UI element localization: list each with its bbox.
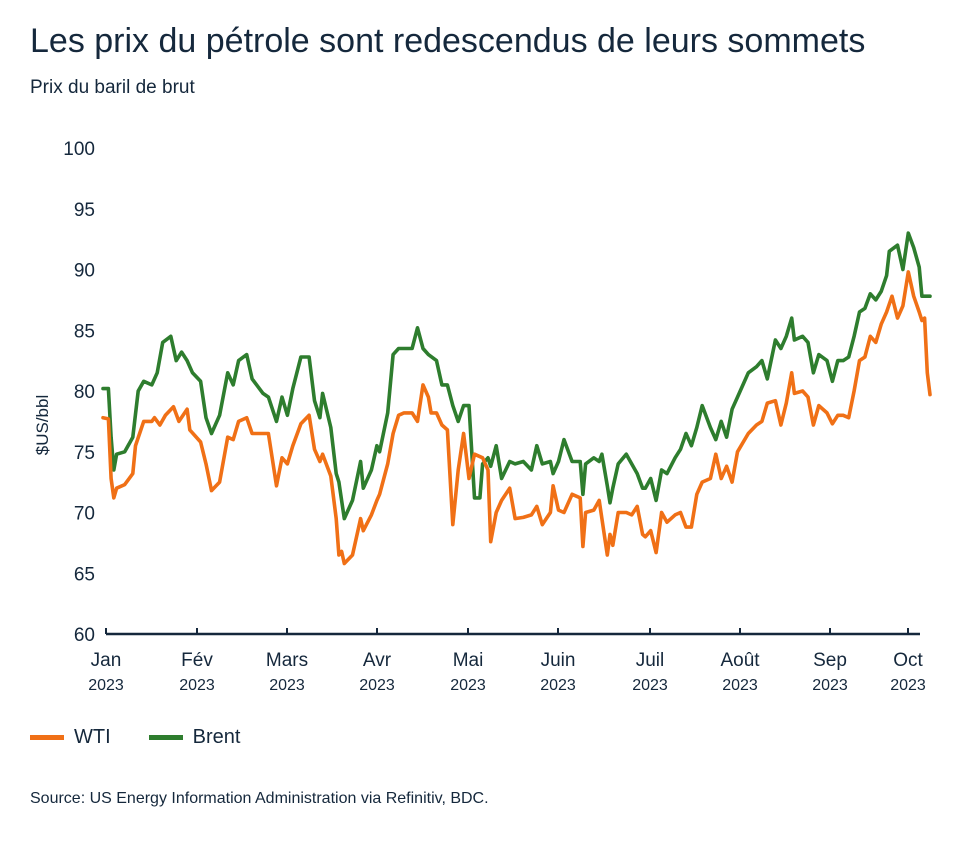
x-tick-year: 2023 [359, 677, 395, 694]
source-note: Source: US Energy Information Administra… [30, 790, 489, 807]
chart-subtitle: Prix du baril de brut [30, 77, 195, 98]
series-line-wti [101, 270, 932, 566]
y-tick-label: 75 [74, 443, 95, 464]
x-tick-year: 2023 [890, 677, 926, 694]
y-axis: 60 65 70 75 80 85 90 95 100 [63, 139, 95, 646]
x-tick-label: Fév [181, 650, 213, 671]
x-tick-label: Mai [453, 650, 484, 671]
x-tick-year: 2023 [540, 677, 576, 694]
x-axis: Jan 2023 Fév 2023 Mars 2023 Avr 2023 Mai 2023 Juin… [88, 628, 926, 694]
x-tick-label: Sep [813, 650, 847, 671]
x-tick-label: Juil [636, 650, 665, 671]
y-tick-label: 70 [74, 504, 95, 525]
legend-swatch-brent [148, 735, 183, 740]
x-tick-label: Oct [893, 650, 923, 671]
y-tick-label: 95 [74, 200, 95, 221]
y-tick-label: 85 [74, 321, 95, 342]
y-tick-label: 100 [63, 139, 95, 160]
legend-label-wti: WTI [74, 726, 111, 748]
legend: WTI Brent [30, 726, 278, 749]
x-tick-label: Mars [266, 650, 308, 671]
x-tick-year: 2023 [812, 677, 848, 694]
legend-item-wti: WTI [30, 726, 111, 749]
y-tick-label: 80 [74, 382, 95, 403]
x-tick-label: Août [720, 650, 760, 671]
x-tick-year: 2023 [269, 677, 305, 694]
legend-item-brent: Brent [148, 726, 241, 749]
y-tick-label: 65 [74, 564, 95, 585]
series-layer [101, 231, 932, 566]
y-tick-label: 90 [74, 261, 95, 282]
x-tick-year: 2023 [179, 677, 215, 694]
x-tick-label: Jan [91, 650, 122, 671]
chart-title: Les prix du pétrole sont redescendus de … [30, 22, 866, 60]
x-tick-year: 2023 [88, 677, 124, 694]
line-chart: 60 65 70 75 80 85 90 95 100 Jan 2023 Fév 2023 Mars 20… [33, 139, 932, 694]
x-tick-year: 2023 [632, 677, 668, 694]
legend-label-brent: Brent [192, 726, 241, 748]
x-tick-label: Juin [541, 650, 576, 671]
x-tick-label: Avr [363, 650, 392, 671]
x-tick-year: 2023 [450, 677, 486, 694]
y-axis-label: $US/bbl [33, 395, 52, 455]
x-tick-year: 2023 [722, 677, 758, 694]
legend-swatch-wti [30, 735, 64, 740]
series-line-brent [101, 231, 932, 521]
y-tick-label: 60 [74, 625, 95, 646]
